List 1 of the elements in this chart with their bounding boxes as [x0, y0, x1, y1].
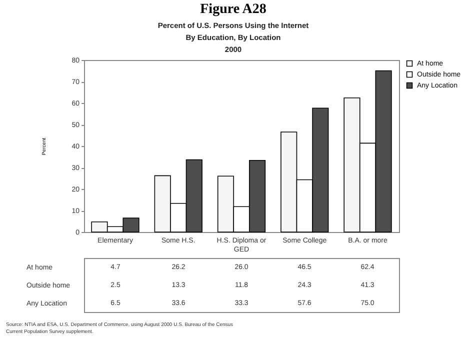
chart-title: Figure A28: [200, 2, 266, 17]
